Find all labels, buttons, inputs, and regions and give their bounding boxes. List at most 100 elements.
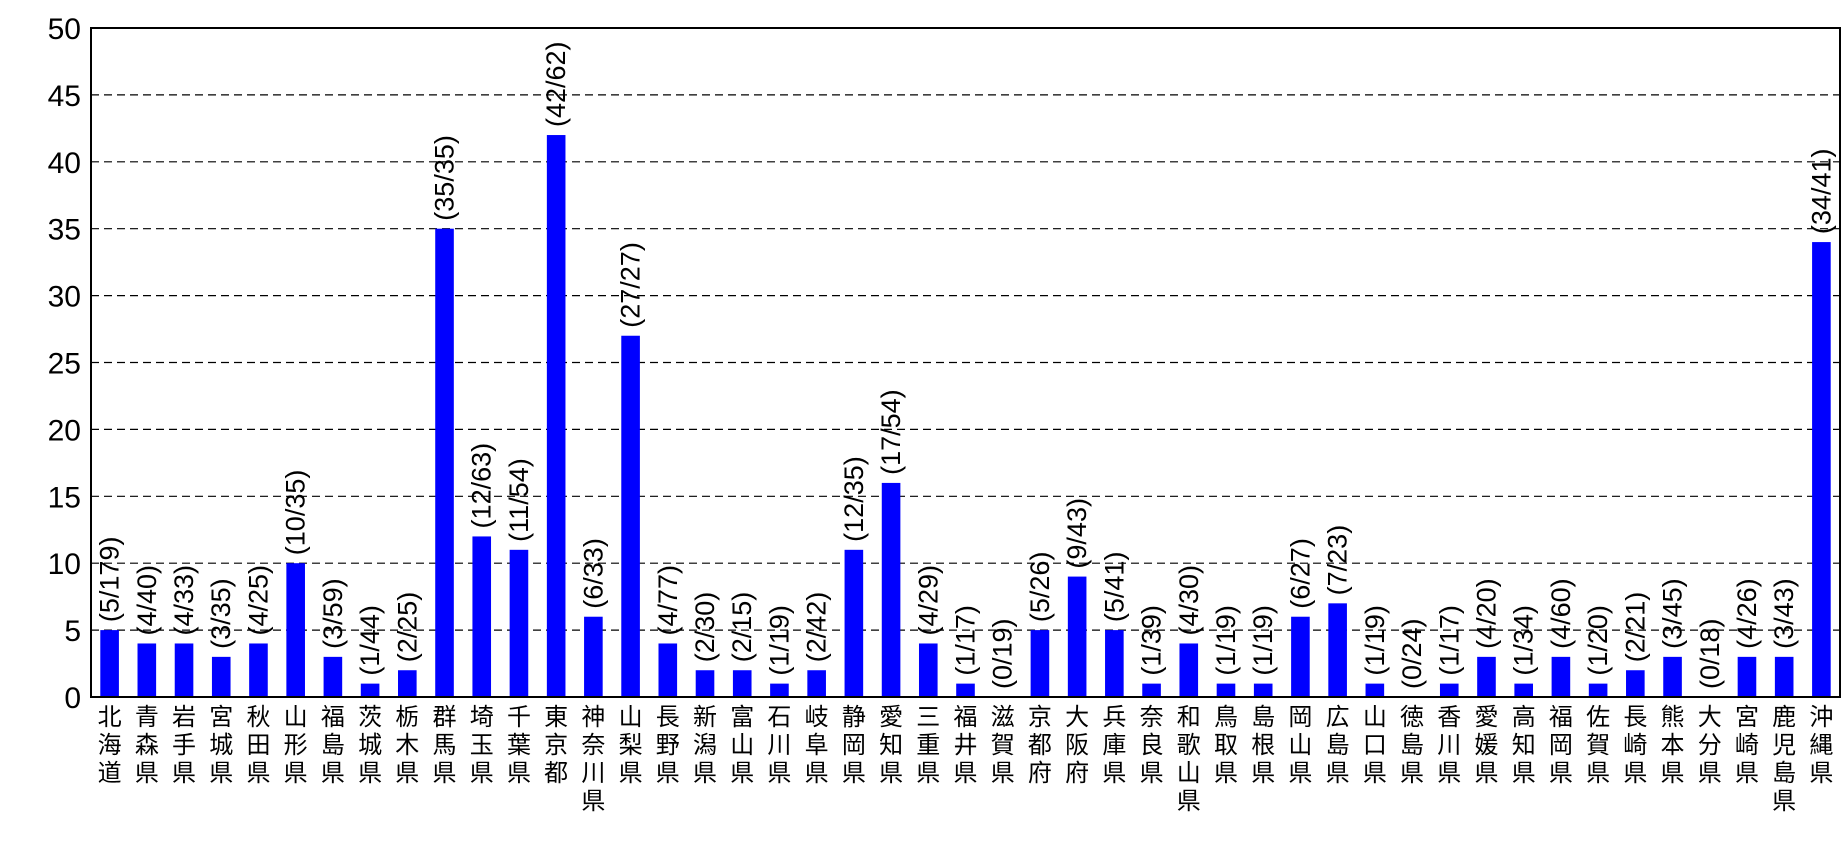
category-label: 愛媛県 [1474,703,1498,787]
bar-神奈川県 [584,616,603,697]
grid-lines [91,94,1840,631]
category-label: 鹿児島県 [1772,703,1796,815]
category-label: 群馬県 [433,703,457,787]
data-label: (5/26) [1025,552,1055,623]
data-label: (2/30) [690,592,720,663]
category-label: 愛知県 [879,703,903,787]
bar-福井県 [956,683,975,697]
data-label: (3/45) [1658,578,1688,649]
y-tick-label: 15 [48,481,81,514]
y-tick-label: 0 [64,682,81,715]
category-label: 宮城県 [209,703,233,787]
data-label: (0/18) [1695,618,1725,689]
category-label: 福井県 [954,703,978,787]
category-label: 和歌山県 [1177,703,1201,815]
y-tick-label: 45 [48,80,81,113]
plot-frame [90,27,1841,698]
y-tick-label: 50 [48,13,81,46]
bar-沖縄県 [1812,242,1831,697]
category-label: 長野県 [656,703,680,787]
y-tick-label: 20 [48,414,81,447]
data-label: (6/27) [1285,538,1315,609]
data-label: (1/17) [951,605,981,676]
bar-奈良県 [1142,683,1161,697]
data-label: (5/41) [1099,552,1129,623]
y-tick-label: 35 [48,214,81,247]
data-label: (35/35) [430,135,460,221]
bar-京都府 [1030,630,1050,697]
bar-熊本県 [1663,656,1682,697]
category-label: 千葉県 [507,703,531,787]
data-label: (4/33) [169,565,199,636]
data-label: (4/77) [653,565,683,636]
bar-石川県 [770,683,789,697]
data-label: (3/35) [206,578,236,649]
data-label: (4/25) [243,565,273,636]
category-label: 山口県 [1363,703,1387,787]
y-axis-ticks: 0 5 10 15 20 25 30 35 40 45 50 [48,13,81,715]
category-label: 鳥取県 [1214,703,1238,787]
category-label: 徳島県 [1400,703,1424,787]
bar-香川県 [1439,683,1459,697]
data-label: (5/179) [95,537,125,623]
category-label: 京都府 [1028,703,1052,787]
data-label: (1/44) [355,605,385,676]
category-label: 広島県 [1326,703,1350,787]
bar-高知県 [1514,683,1533,697]
category-label: 兵庫県 [1102,703,1126,787]
bar-宮崎県 [1737,656,1757,697]
category-label: 滋賀県 [991,703,1015,787]
category-label: 香川県 [1437,703,1461,787]
data-label: (4/29) [913,565,943,636]
data-labels: (5/179) (4/40) (4/33) (3/35) (4/25)(10/35)(3… [95,41,1837,689]
category-label: 茨城県 [358,703,382,787]
bar-山形県 [286,563,305,697]
bar-山口県 [1365,683,1385,697]
bar-岩手県 [174,643,194,697]
bar-三重県 [918,643,938,697]
category-label: 大阪府 [1065,703,1089,787]
category-label: 神奈川県 [581,703,605,815]
data-label: (1/17) [1434,605,1464,676]
data-label: (1/19) [1360,605,1390,676]
y-tick-label: 40 [48,147,81,180]
data-label: (2/42) [802,592,832,663]
category-labels: 北海道青森県岩手県宮城県秋田県山形県福島県茨城県栃木県群馬県埼玉県千葉県東京都神… [98,703,1834,815]
category-label: 北海道 [98,703,122,787]
category-label: 長崎県 [1623,703,1647,787]
bar-鹿児島県 [1774,656,1794,697]
y-tick-label: 25 [48,348,81,381]
bars [100,135,1831,698]
data-label: (4/20) [1471,578,1501,649]
data-label: (0/19) [988,618,1018,689]
bar-岐阜県 [807,670,826,697]
data-label: (0/24) [1397,618,1427,689]
y-tick-label: 10 [48,548,81,581]
y-tick-label: 5 [64,615,81,648]
bar-静岡県 [844,549,864,697]
bar-秋田県 [249,643,268,697]
data-label: (2/15) [727,592,757,663]
bar-愛媛県 [1477,656,1496,697]
category-label: 東京都 [544,703,568,787]
data-label: (1/20) [1583,605,1613,676]
y-tick-label: 30 [48,281,81,314]
data-label: (10/35) [281,470,311,556]
data-label: (1/34) [1509,605,1539,676]
category-label: 大分県 [1698,703,1722,787]
data-label: (34/41) [1806,149,1836,235]
category-label: 高知県 [1512,703,1536,787]
bar-長野県 [658,643,678,697]
data-label: (17/54) [876,389,906,475]
data-label: (3/43) [1769,578,1799,649]
data-label: (4/26) [1732,578,1762,649]
category-label: 三重県 [916,703,940,787]
bar-栃木県 [398,670,417,697]
bar-愛知県 [881,482,901,697]
data-label: (1/39) [1137,605,1167,676]
category-label: 埼玉県 [470,703,494,787]
category-label: 秋田県 [246,703,270,787]
category-label: 島根県 [1251,703,1275,787]
category-label: 山形県 [284,703,308,787]
category-label: 新潟県 [693,703,717,787]
